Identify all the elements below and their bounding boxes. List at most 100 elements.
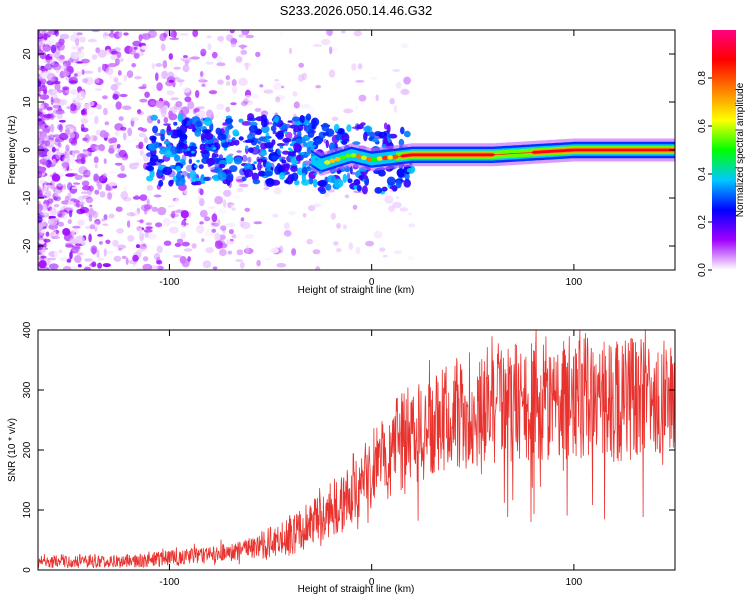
spectrogram-cell xyxy=(163,140,171,145)
spectrogram-cell xyxy=(255,51,261,58)
spectrogram-cell xyxy=(138,86,147,90)
spectrogram-cell xyxy=(38,150,47,157)
spectrogram-cell xyxy=(40,230,46,233)
spectrogram-cell xyxy=(227,250,232,255)
spectrogram-cell xyxy=(396,81,402,89)
spectrogram-cell xyxy=(66,106,72,110)
spectrogram-cell xyxy=(379,57,388,63)
spectrogram-cell xyxy=(228,229,234,235)
spectrogram-cell xyxy=(200,48,207,57)
spectrogram-cell xyxy=(47,30,55,36)
spectrogram-cell xyxy=(221,123,229,126)
spectrogram-cell xyxy=(156,245,163,254)
spectrogram-ridge-bead xyxy=(382,155,388,161)
spectrogram-cell xyxy=(110,137,118,144)
spectrogram-cell xyxy=(244,234,255,239)
spectrogram-cell xyxy=(353,30,362,37)
spectrogram-cell xyxy=(211,222,215,226)
spectrogram-cell xyxy=(374,187,383,194)
spectrogram-cell xyxy=(137,127,144,131)
spectrogram-cell xyxy=(238,77,248,87)
spectrogram-cell xyxy=(58,119,66,123)
spectrogram-cell xyxy=(263,89,274,94)
spectrogram-cell xyxy=(133,158,144,168)
spectrogram-cell xyxy=(392,201,402,209)
spectrogram-cell xyxy=(262,149,266,153)
spectrogram-cell xyxy=(110,83,119,91)
spectrogram-cell xyxy=(241,154,248,163)
spectrogram-cell xyxy=(188,145,198,150)
spectrogram-cell xyxy=(168,180,174,187)
spectrogram-cell xyxy=(217,79,224,85)
spectrogram-cell xyxy=(389,185,398,190)
spectrogram-cell xyxy=(49,124,55,133)
spectrogram-cell xyxy=(217,171,227,181)
spectrogram-cell xyxy=(247,156,252,163)
spectrogram-cell xyxy=(38,232,41,240)
spectrogram-cell xyxy=(239,261,245,269)
spectrogram-ridge-bead xyxy=(371,157,378,162)
spectrogram-cell xyxy=(225,222,236,228)
spectrogram-cell xyxy=(335,248,342,253)
spectrogram-cell xyxy=(97,66,102,73)
spectrogram-cell xyxy=(146,198,150,206)
spectrogram-cell xyxy=(115,206,123,212)
spectrogram-cell xyxy=(42,95,47,100)
spectrogram-cell xyxy=(172,254,182,258)
spectrogram-xtick-label: 100 xyxy=(566,277,583,288)
spectrogram-cell xyxy=(140,45,149,50)
spectrogram-cell xyxy=(123,132,127,141)
spectrogram-cell xyxy=(275,132,284,138)
spectrogram-cell xyxy=(68,209,73,218)
spectrogram-cell xyxy=(187,256,191,262)
spectrogram-cell xyxy=(71,46,80,50)
spectrogram-cell xyxy=(65,89,70,94)
spectrogram-cell xyxy=(302,213,307,218)
spectrogram-cell xyxy=(51,236,60,240)
spectrogram-cell xyxy=(56,183,63,187)
spectrogram-ridge xyxy=(183,131,675,176)
spectrogram-cell xyxy=(78,166,88,175)
spectrogram-cell xyxy=(125,257,129,265)
spectrogram-cell xyxy=(103,158,107,164)
spectrogram-cell xyxy=(199,209,208,218)
spectrogram-cell xyxy=(38,186,41,190)
spectrogram-cell xyxy=(115,58,120,66)
spectrogram-cell xyxy=(59,257,68,261)
spectrogram-cell xyxy=(81,69,85,75)
spectrogram-cell xyxy=(112,93,119,100)
spectrogram-cell xyxy=(105,239,111,244)
spectrogram-cell xyxy=(182,56,192,64)
spectrogram-cell xyxy=(238,136,244,141)
spectrogram-cell xyxy=(248,125,258,133)
spectrogram-cell xyxy=(102,172,108,179)
spectrogram-ridge-bead xyxy=(340,155,346,160)
spectrogram-cell xyxy=(198,110,206,118)
spectrogram-cell xyxy=(68,172,78,177)
spectrogram-ridge-bead xyxy=(392,154,399,159)
spectrogram-cell xyxy=(214,240,223,249)
spectrogram-cell xyxy=(274,115,279,123)
spectrogram-cell xyxy=(347,178,353,184)
spectrogram-cell xyxy=(50,215,56,219)
spectrogram-cell xyxy=(372,137,379,143)
spectrogram-cell xyxy=(195,120,203,128)
spectrogram-cell xyxy=(138,132,146,138)
spectrogram-cell xyxy=(38,221,44,230)
spectrogram-cell xyxy=(56,42,65,51)
spectrogram-cell xyxy=(86,107,95,116)
spectrogram-cell xyxy=(156,265,164,270)
spectrogram-cell xyxy=(60,99,68,106)
spectrogram-cell xyxy=(72,60,77,67)
spectrogram-cell xyxy=(61,63,67,73)
snr-xtick-label: 0 xyxy=(369,577,375,588)
spectrogram-cell xyxy=(168,206,179,211)
spectrogram-cell xyxy=(256,156,261,163)
spectrogram-cell xyxy=(144,231,149,238)
spectrogram-cell xyxy=(341,133,350,143)
spectrogram-cell xyxy=(305,113,312,121)
spectrogram-cell xyxy=(40,255,47,259)
spectrogram-cell xyxy=(243,62,252,67)
spectrogram-cell xyxy=(57,221,65,227)
spectrogram-cell xyxy=(393,105,398,113)
